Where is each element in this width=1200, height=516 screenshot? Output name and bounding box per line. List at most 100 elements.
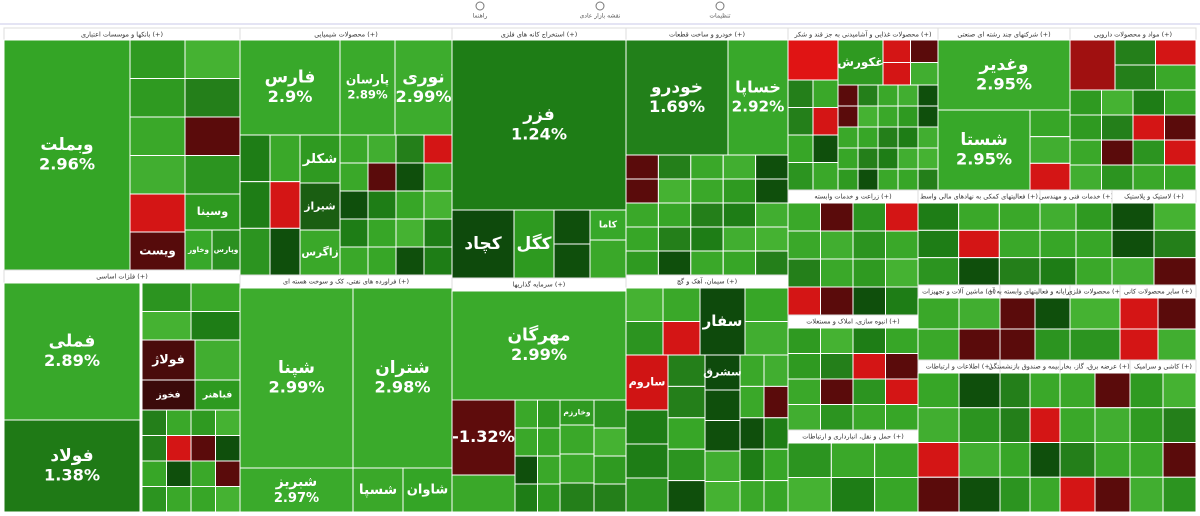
stock-tile[interactable] xyxy=(999,297,1036,330)
stock-tile[interactable] xyxy=(763,417,789,450)
stock-tile[interactable] xyxy=(812,162,839,191)
stock-tile[interactable] xyxy=(1111,202,1155,231)
stock-tile[interactable] xyxy=(1164,114,1197,141)
sector-header[interactable]: خدمات فنی و مهندسی (+) xyxy=(1039,193,1113,201)
stock-tile[interactable] xyxy=(553,209,591,245)
stock-tile[interactable] xyxy=(559,482,595,513)
stock-tile[interactable] xyxy=(690,250,724,276)
stock-tile[interactable] xyxy=(1059,442,1096,478)
stock-tile[interactable] xyxy=(852,378,886,405)
stock-tile[interactable] xyxy=(852,230,886,260)
stock-tile[interactable] xyxy=(1111,257,1155,286)
stock-tile[interactable] xyxy=(667,417,706,450)
stock-tile[interactable] xyxy=(141,379,196,411)
stock-tile[interactable] xyxy=(194,379,241,411)
stock-tile[interactable] xyxy=(857,84,879,107)
stock-tile[interactable] xyxy=(1132,164,1165,191)
stock-tile[interactable] xyxy=(1164,164,1197,191)
sector-header[interactable]: عرضه برق، گاز، بخار (+) xyxy=(1059,363,1129,371)
stock-tile[interactable] xyxy=(339,246,369,276)
stock-tile[interactable] xyxy=(885,378,919,405)
sector-header[interactable]: محصولات غذایی و آشامیدنی به جز قند و شکر… xyxy=(793,30,931,39)
stock-tile[interactable] xyxy=(662,321,701,356)
sector-header[interactable]: محصولات فلزی (+) xyxy=(1067,288,1122,296)
sector-header[interactable]: لاستیک و پلاستیک (+) xyxy=(1124,193,1184,201)
stock-tile[interactable] xyxy=(787,442,832,478)
map-icon[interactable] xyxy=(595,1,605,11)
stock-tile[interactable] xyxy=(190,282,241,312)
stock-tile[interactable] xyxy=(917,105,939,128)
stock-tile[interactable] xyxy=(999,407,1031,443)
stock-tile[interactable] xyxy=(215,460,241,487)
stock-tile[interactable] xyxy=(917,84,939,107)
stock-tile[interactable] xyxy=(141,460,167,487)
stock-tile[interactable] xyxy=(812,79,839,108)
stock-tile[interactable] xyxy=(166,486,192,513)
stock-tile[interactable] xyxy=(269,181,301,229)
stock-tile[interactable] xyxy=(787,230,821,260)
stock-tile[interactable] xyxy=(1029,162,1071,191)
stock-tile[interactable] xyxy=(395,134,425,164)
stock-tile[interactable] xyxy=(787,353,821,380)
sector-header[interactable]: اطلاعات و ارتباطات (+) xyxy=(926,363,993,371)
stock-tile[interactable] xyxy=(812,134,839,163)
stock-tile[interactable] xyxy=(704,481,741,513)
stock-tile[interactable] xyxy=(820,378,854,405)
stock-tile[interactable] xyxy=(625,409,669,445)
stock-tile[interactable] xyxy=(190,409,216,436)
stock-tile[interactable] xyxy=(787,327,821,354)
stock-tile[interactable] xyxy=(763,480,789,513)
sector-header[interactable]: حمل و نقل، انبارداری و ارتباطات (+) xyxy=(802,433,904,441)
stock-tile[interactable] xyxy=(1101,89,1134,116)
sector-header[interactable]: کاشی و سرامیک (+) xyxy=(1134,363,1192,371)
stock-tile[interactable] xyxy=(339,39,396,136)
stock-tile[interactable] xyxy=(722,202,757,228)
stock-tile[interactable] xyxy=(910,39,939,63)
stock-tile[interactable] xyxy=(625,202,659,228)
stock-tile[interactable] xyxy=(339,218,369,248)
stock-tile[interactable] xyxy=(402,467,453,513)
stock-tile[interactable] xyxy=(744,287,789,322)
stock-tile[interactable] xyxy=(423,162,453,192)
sector-header[interactable]: سیمان، آهک و گچ (+) xyxy=(677,277,737,286)
stock-tile[interactable] xyxy=(917,202,960,231)
stock-tile[interactable] xyxy=(1069,39,1116,91)
stock-tile[interactable] xyxy=(423,134,453,164)
stock-tile[interactable] xyxy=(958,202,1000,231)
stock-tile[interactable] xyxy=(1029,407,1061,443)
stock-tile[interactable] xyxy=(857,168,879,191)
stock-tile[interactable] xyxy=(1164,89,1197,116)
stock-tile[interactable] xyxy=(787,378,821,405)
stock-tile[interactable] xyxy=(690,154,724,180)
stock-tile[interactable] xyxy=(837,84,859,107)
stock-tile[interactable] xyxy=(998,202,1041,231)
stock-tile[interactable] xyxy=(1132,114,1165,141)
stock-tile[interactable] xyxy=(141,311,192,341)
stock-tile[interactable] xyxy=(739,354,765,387)
stock-tile[interactable] xyxy=(352,467,404,513)
stock-tile[interactable] xyxy=(589,209,627,241)
stock-tile[interactable] xyxy=(897,168,919,191)
settings-label[interactable]: تنظیمات xyxy=(709,13,730,20)
stock-tile[interactable] xyxy=(395,218,425,248)
stock-tile[interactable] xyxy=(339,190,369,220)
stock-tile[interactable] xyxy=(1132,139,1165,166)
stock-tile[interactable] xyxy=(787,202,821,232)
stock-tile[interactable] xyxy=(937,39,1071,111)
stock-tile[interactable] xyxy=(897,105,919,128)
stock-tile[interactable] xyxy=(129,78,186,118)
stock-tile[interactable] xyxy=(690,226,724,252)
stock-tile[interactable] xyxy=(657,250,692,276)
stock-tile[interactable] xyxy=(1069,164,1102,191)
stock-tile[interactable] xyxy=(269,134,301,183)
stock-tile[interactable] xyxy=(917,407,960,443)
stock-tile[interactable] xyxy=(820,353,854,380)
stock-tile[interactable] xyxy=(1029,442,1061,478)
stock-tile[interactable] xyxy=(1059,476,1096,513)
stock-tile[interactable] xyxy=(722,178,757,204)
stock-tile[interactable] xyxy=(3,39,131,271)
help-icon[interactable] xyxy=(475,1,485,11)
stock-tile[interactable] xyxy=(239,134,271,183)
stock-tile[interactable] xyxy=(837,126,859,149)
stock-tile[interactable] xyxy=(1075,229,1113,259)
